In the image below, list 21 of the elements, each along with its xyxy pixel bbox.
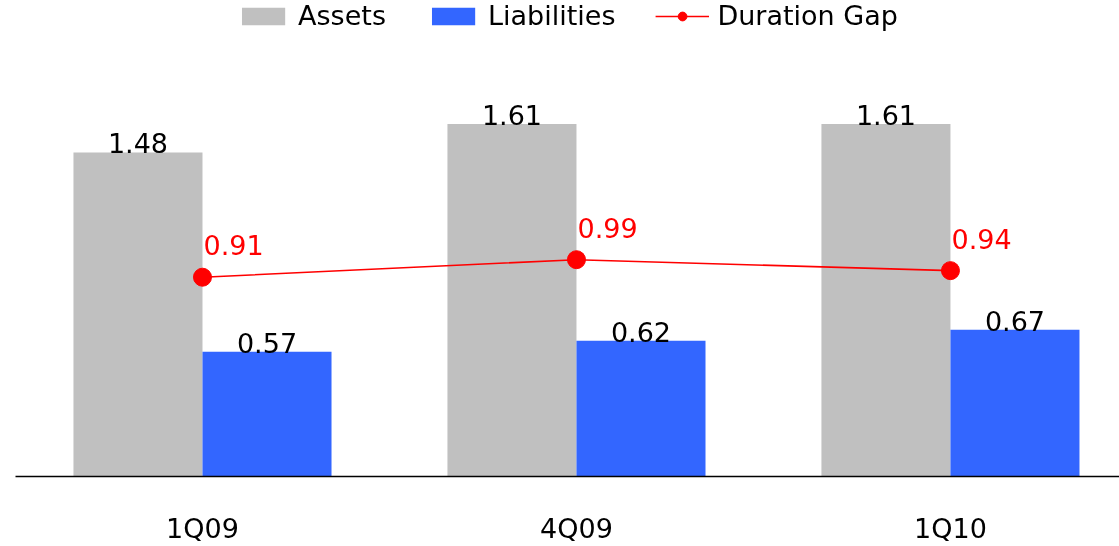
bar [447,123,577,477]
data-label: 0.62 [610,316,672,348]
bar [73,152,203,477]
data-label: 1.61 [855,99,917,131]
x-tick-label: 4Q09 [540,512,613,544]
x-tick-label: 1Q10 [914,512,987,544]
legend-label: Duration Gap [717,0,898,31]
bar [576,340,706,477]
data-label: 0.94 [951,223,1012,255]
bar [821,123,951,477]
x-tick-label: 1Q09 [166,512,239,544]
data-label: 1.48 [107,128,169,160]
bar [950,329,1080,477]
bar [202,351,332,477]
data-label: 0.91 [203,230,264,262]
data-label: 0.67 [984,305,1046,337]
legend-label: Liabilities [487,0,616,31]
data-label: 0.57 [236,327,298,359]
data-label: 0.99 [577,212,638,244]
legend-label: Assets [298,0,386,31]
data-label: 1.61 [481,99,543,131]
